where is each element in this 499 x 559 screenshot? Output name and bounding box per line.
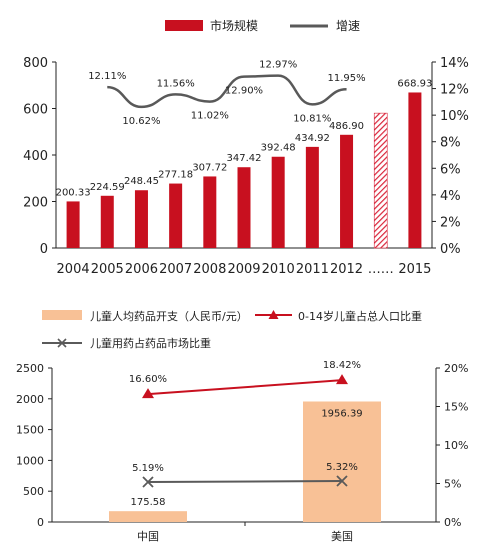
market-size-data-label: 277.18 <box>158 170 193 181</box>
y-left-tick-label: 400 <box>23 149 48 164</box>
pediatric-share-data-label: 5.19% <box>132 463 164 474</box>
market-size-bar <box>237 167 251 248</box>
y-right-tick-label: 20% <box>444 362 468 375</box>
spending-data-label: 1956.39 <box>321 408 362 419</box>
child-population-marker <box>142 388 154 399</box>
growth-rate-data-label: 10.62% <box>122 116 160 127</box>
y-left-tick-label: 200 <box>23 196 48 211</box>
market-size-data-label: 434.92 <box>295 133 330 144</box>
pediatric-share-line <box>147 480 343 484</box>
market-size-bar <box>134 190 148 248</box>
x-tick-label: 2011 <box>296 262 329 277</box>
market-size-bar <box>66 201 80 248</box>
y-left-tick-label: 1000 <box>16 454 44 467</box>
y-left-tick-label: 0 <box>40 242 48 257</box>
child-population-marker <box>336 374 348 385</box>
child-population-data-label: 18.42% <box>323 360 361 371</box>
market-size-bar <box>203 176 217 248</box>
legend-x-marker <box>57 338 67 348</box>
growth-rate-data-label: 12.97% <box>259 60 297 71</box>
y-right-tick-label: 0% <box>444 516 461 529</box>
pediatric-share-data-label: 5.32% <box>326 462 358 473</box>
growth-rate-data-label: 12.11% <box>88 71 126 82</box>
legend-label-spending: 儿童人均药品开支（人民币/元） <box>90 309 248 323</box>
x-tick-label: 2007 <box>159 262 192 277</box>
market-size-bar <box>271 156 285 248</box>
growth-rate-line <box>107 74 347 109</box>
market-size-bar <box>169 183 183 248</box>
pediatric-share-marker <box>336 475 348 487</box>
legend-swatch-market-size <box>165 20 203 31</box>
x-tick-label: 2015 <box>398 262 431 277</box>
growth-rate-data-label: 11.56% <box>157 78 195 89</box>
y-left-tick-label: 2000 <box>16 393 44 406</box>
y-right-tick-label: 6% <box>440 162 461 177</box>
market-size-bar <box>305 146 319 248</box>
market-size-data-label: 347.42 <box>227 153 262 164</box>
x-tick-label: 2010 <box>262 262 295 277</box>
growth-rate-data-label: 11.02% <box>191 111 229 122</box>
placeholder-hatched-bar <box>373 112 388 249</box>
market-size-bar <box>408 92 422 248</box>
market-size-data-label: 486.90 <box>329 121 364 132</box>
y-right-tick-label: 12% <box>440 83 469 98</box>
x-tick-label: 2005 <box>91 262 124 277</box>
x-tick-label: 中国 <box>137 530 159 543</box>
y-right-tick-label: 10% <box>444 439 468 452</box>
y-left-tick-label: 500 <box>23 485 44 498</box>
market-size-data-label: 224.59 <box>90 182 125 193</box>
spending-bar <box>109 511 187 522</box>
pediatric-share-marker <box>142 476 154 488</box>
legend-triangle-marker <box>268 310 279 319</box>
market-size-bar <box>340 134 354 248</box>
market-size-bar <box>100 195 114 248</box>
legend-label-child-population: 0-14岁儿童占总人口比重 <box>298 309 422 323</box>
y-right-tick-label: 5% <box>444 478 461 491</box>
y-right-tick-label: 4% <box>440 189 461 204</box>
market-size-data-label: 200.33 <box>56 187 91 198</box>
x-tick-label: 2006 <box>125 262 158 277</box>
legend-label-market-size: 市场规模 <box>210 18 258 33</box>
x-tick-label: 美国 <box>331 530 353 543</box>
y-left-tick-label: 0 <box>37 516 44 529</box>
child-population-line <box>147 379 343 396</box>
x-tick-label: 2004 <box>57 262 90 277</box>
y-right-tick-label: 0% <box>440 242 461 257</box>
y-right-tick-label: 15% <box>444 401 468 414</box>
market-size-data-label: 668.93 <box>397 78 432 89</box>
y-left-tick-label: 600 <box>23 103 48 118</box>
market-size-data-label: 392.48 <box>261 143 296 154</box>
growth-rate-data-label: 10.81% <box>293 113 331 124</box>
market-size-data-label: 248.45 <box>124 176 159 187</box>
market-size-chart: 市场规模 增速 0 200 400 600 800 0% 2% 4% 6% 8% 10% 12% 14% 20… <box>23 18 469 277</box>
y-left-tick-label: 800 <box>23 56 48 71</box>
y-left-tick-label: 2500 <box>16 362 44 375</box>
growth-rate-data-label: 11.95% <box>327 73 365 84</box>
spending-data-label: 175.58 <box>131 497 166 508</box>
y-left-tick-label: 1500 <box>16 424 44 437</box>
child-population-data-label: 16.60% <box>129 374 167 385</box>
x-tick-label: 2012 <box>330 262 363 277</box>
growth-rate-data-label: 12.90% <box>225 86 263 97</box>
y-right-tick-label: 14% <box>440 56 469 71</box>
market-size-data-label: 307.72 <box>192 162 227 173</box>
y-right-tick-label: 8% <box>440 136 461 151</box>
y-right-tick-label: 2% <box>440 215 461 230</box>
legend-label-pediatric-share: 儿童用药占药品市场比重 <box>90 336 211 350</box>
x-tick-label: …… <box>368 262 394 277</box>
legend-label-growth-rate: 增速 <box>336 19 360 33</box>
spending-bar <box>303 401 381 522</box>
x-tick-label: 2009 <box>227 262 260 277</box>
y-right-tick-label: 10% <box>440 109 469 124</box>
legend-swatch-spending <box>42 310 82 320</box>
x-tick-label: 2008 <box>193 262 226 277</box>
